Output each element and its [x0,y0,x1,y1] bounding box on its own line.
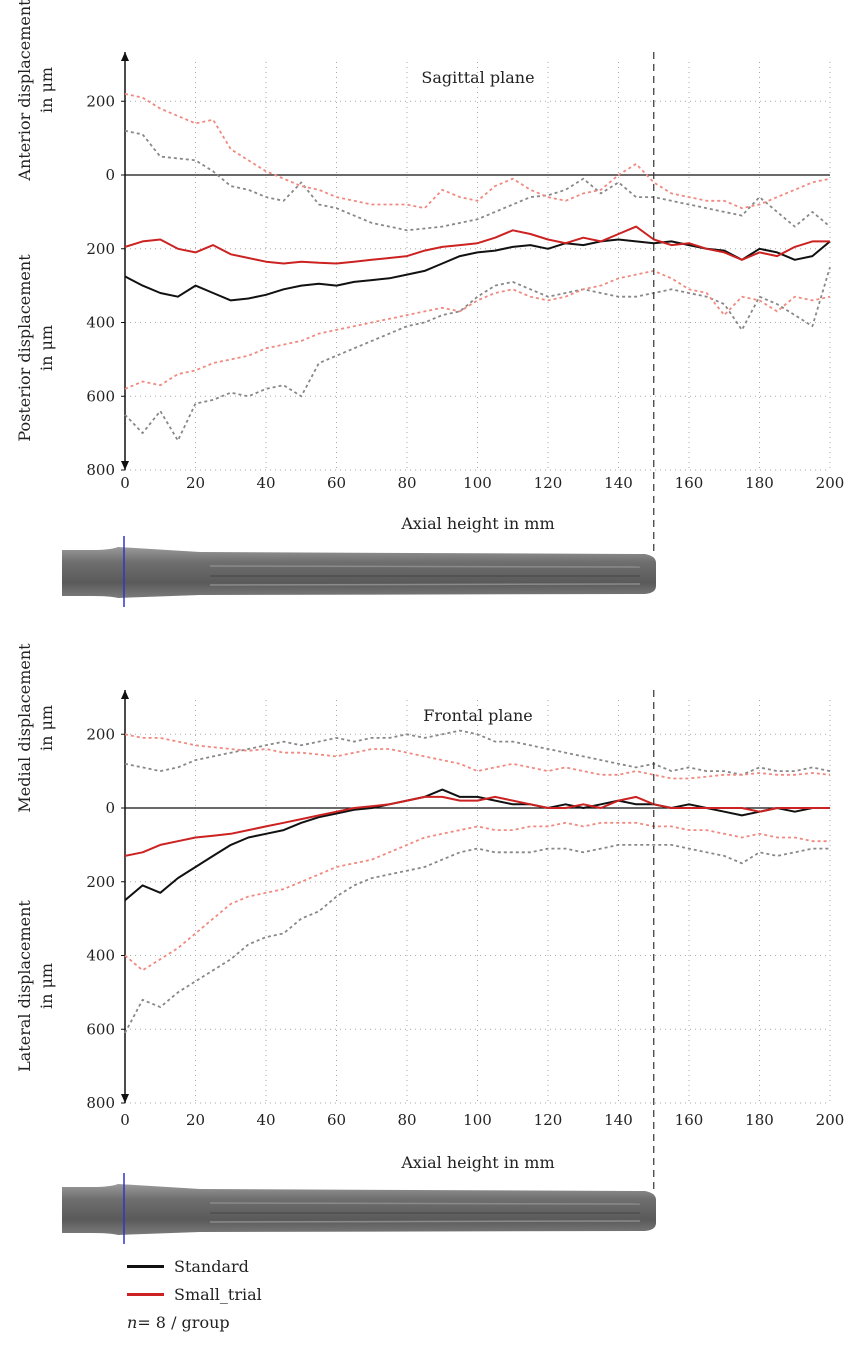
x-tick-label: 160 [675,1111,704,1129]
y-tick-label: 200 [86,92,115,110]
y-label-bottom-line2: in μm [37,325,56,371]
sample-size-value: = 8 / group [137,1312,230,1332]
legend-label-small-trial: Small_trial [174,1284,262,1304]
legend-swatch-standard [127,1264,164,1268]
implant-stem-image [62,1173,656,1244]
series-line-small-trial-upper [124,93,831,210]
x-tick-label: 0 [120,1111,130,1129]
x-tick-label: 60 [327,1111,346,1129]
x-tick-label: 180 [745,1111,774,1129]
x-tick-label: 200 [816,474,845,492]
sagittal-panel: Sagittal plane Anterior displacement in … [15,0,844,552]
x-tick-label: 80 [397,1111,416,1129]
x-tick-label: 20 [186,1111,205,1129]
y-label-top-line1: Anterior displacement [15,0,34,182]
series-line-standard [124,788,830,901]
y-tick-label: 0 [105,166,115,184]
series-line-standard-upper [124,129,831,232]
x-tick-label: 20 [186,474,205,492]
y-label-bottom-line1: Posterior displacement [15,254,34,442]
y-tick-label: 800 [86,461,115,479]
implant-stem-image [62,536,656,607]
series-line-small-trial [124,225,830,265]
y-label-top-line2: in μm [37,67,56,113]
x-tick-label: 120 [534,474,563,492]
series-line-small-trial [124,795,830,857]
x-tick-label: 60 [327,474,346,492]
x-tick-label: 40 [256,1111,275,1129]
y-tick-label: 600 [86,387,115,405]
y-axis-arrow-up [121,690,129,699]
y-tick-label: 400 [86,314,115,332]
legend-item-small-trial: Small_trial [127,1280,262,1308]
y-axis-arrow-up [121,52,129,61]
legend-item-standard: Standard [127,1252,262,1280]
y-axis-arrow-down [121,461,129,470]
x-tick-label: 100 [463,474,492,492]
y-tick-label: 200 [86,240,115,258]
x-tick-label: 140 [604,474,633,492]
y-label-bottom-line1: Lateral displacement [15,900,34,1072]
frontal-panel: Frontal plane Medial displacement in μm … [15,643,844,1190]
legend: Standard Small_trial n = 8 / group [127,1252,262,1336]
series-line-standard-lower [124,844,830,1034]
x-tick-label: 200 [816,1111,845,1129]
legend-swatch-small-trial [127,1292,164,1296]
legend-label-standard: Standard [174,1256,249,1276]
x-tick-label: 140 [604,1111,633,1129]
y-label-top-line1: Medial displacement [15,643,34,813]
x-axis-label: Axial height in mm [400,1153,554,1172]
x-axis-label: Axial height in mm [400,514,554,533]
x-tick-label: 180 [745,474,774,492]
y-tick-label: 800 [86,1094,115,1112]
sample-size-note: n = 8 / group [127,1308,262,1336]
y-axis-arrow-down [121,1094,129,1103]
y-tick-label: 200 [86,873,115,891]
x-tick-label: 0 [120,474,130,492]
y-tick-label: 400 [86,947,115,965]
x-tick-label: 100 [463,1111,492,1129]
y-label-bottom-line2: in μm [37,963,56,1009]
y-label-top-line2: in μm [37,705,56,751]
x-tick-label: 40 [256,474,275,492]
x-tick-label: 120 [534,1111,563,1129]
y-tick-label: 0 [105,799,115,817]
series-line-small-trial-lower [124,269,831,390]
series-line-standard-upper [124,729,831,776]
x-tick-label: 80 [397,474,416,492]
y-tick-label: 600 [86,1020,115,1038]
sample-size-n: n [127,1312,138,1332]
series-line-standard-lower [124,266,831,442]
x-tick-label: 160 [675,474,704,492]
y-tick-label: 200 [86,725,115,743]
series-line-small-trial-lower [124,821,830,972]
